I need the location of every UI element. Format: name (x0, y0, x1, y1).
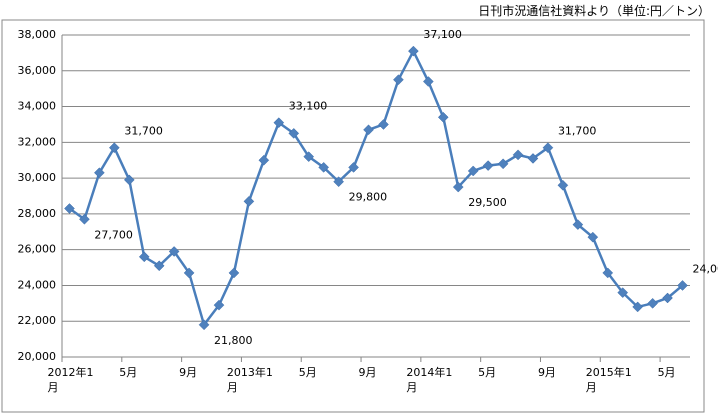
marker (123, 174, 135, 186)
x-tick-label: 5月 (119, 366, 138, 379)
marker (422, 76, 434, 87)
y-tick-label: 34,000 (18, 100, 57, 113)
x-tick-label: 5月 (657, 366, 676, 379)
marker (497, 158, 509, 170)
marker (467, 165, 479, 177)
marker (153, 260, 165, 272)
y-tick-label: 24,000 (18, 278, 57, 291)
marker (542, 142, 554, 154)
marker (198, 319, 210, 331)
line (68, 48, 684, 328)
data-label: 29,500 (468, 196, 507, 209)
data-label: 24,000 (693, 262, 718, 275)
marker (64, 203, 75, 214)
marker (393, 74, 404, 86)
marker (378, 119, 389, 130)
marker (94, 167, 105, 179)
data-label: 33,100 (289, 100, 328, 113)
x-tick-label: 2012年1月 (47, 366, 94, 394)
marker (587, 231, 599, 243)
x-tick-label: 9月 (537, 366, 556, 379)
marker (437, 111, 449, 123)
marker (572, 219, 584, 230)
y-tick-label: 20,000 (18, 350, 57, 363)
x-tick-label: 9月 (358, 366, 377, 379)
marker (363, 124, 374, 136)
marker (79, 213, 90, 225)
x-tick-label: 9月 (179, 366, 198, 379)
marker (647, 297, 658, 309)
marker (138, 251, 150, 263)
marker (482, 160, 494, 171)
marker (318, 162, 330, 173)
marker (168, 246, 180, 257)
y-tick-label: 26,000 (18, 243, 57, 256)
y-tick-label: 22,000 (18, 314, 57, 327)
x-tick-label: 5月 (478, 366, 497, 379)
marker (632, 301, 644, 313)
y-tick-label: 30,000 (18, 171, 57, 184)
marker (273, 117, 285, 129)
marker (228, 267, 240, 279)
marker (303, 151, 315, 162)
marker (348, 162, 359, 173)
data-label: 31,700 (124, 125, 163, 138)
marker (512, 149, 524, 161)
marker (527, 153, 539, 164)
marker (243, 196, 255, 207)
x-tick-label: 2014年1月 (406, 366, 453, 394)
marker (183, 267, 195, 279)
y-tick-label: 32,000 (18, 135, 57, 148)
chart-title: 日刊市況通信社資料より（単位:円／トン） (478, 4, 710, 18)
data-label: 21,800 (214, 334, 253, 347)
marker (408, 45, 419, 57)
marker (617, 287, 629, 298)
marker (677, 280, 688, 291)
data-label: 37,100 (423, 28, 462, 41)
x-tick-label: 2015年1月 (585, 366, 632, 394)
marker (213, 299, 225, 311)
data-label: 29,800 (349, 191, 388, 204)
x-tick-label: 5月 (298, 366, 317, 379)
marker (288, 128, 300, 139)
y-tick-label: 38,000 (18, 28, 57, 41)
marker (557, 179, 569, 191)
marker (452, 181, 464, 193)
frame (1, 19, 705, 413)
marker (662, 292, 673, 304)
marker (333, 176, 344, 188)
y-tick-label: 36,000 (18, 64, 57, 77)
marker (602, 267, 614, 279)
marker (108, 142, 120, 154)
marker (258, 154, 270, 166)
y-tick-label: 28,000 (18, 207, 57, 220)
data-label: 27,700 (94, 228, 133, 241)
data-label: 31,700 (558, 125, 597, 138)
x-tick-label: 2013年1月 (226, 366, 273, 394)
